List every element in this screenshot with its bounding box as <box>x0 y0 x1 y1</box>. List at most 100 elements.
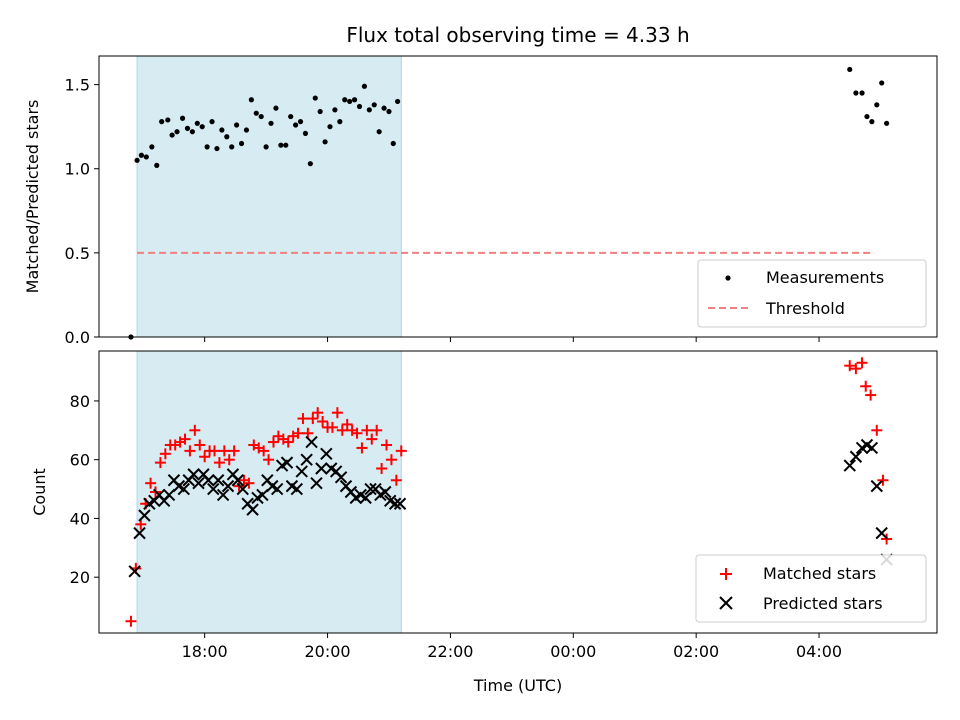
predicted-star-point <box>221 479 235 493</box>
y-tick-label: 0.5 <box>65 244 90 263</box>
measurement-point <box>288 113 294 120</box>
y-tick-label: 1.0 <box>65 160 90 179</box>
measurement-point <box>869 119 875 125</box>
matched-star-point <box>223 454 235 466</box>
measurement-point <box>224 134 230 140</box>
predicted-star-point <box>393 497 407 510</box>
y-tick-label: 60 <box>70 451 90 470</box>
matched-star-point <box>860 380 872 392</box>
matched-star-point <box>125 615 137 627</box>
matched-star-point <box>326 421 338 433</box>
matched-star-point <box>209 445 221 457</box>
measurement-point <box>332 107 338 113</box>
matched-star-point <box>366 433 378 445</box>
x-axis-label: Time (UTC) <box>473 676 562 695</box>
predicted-star-point <box>310 476 323 490</box>
matched-star-point <box>856 357 868 369</box>
measurement-point <box>248 97 254 103</box>
matched-star-point <box>189 424 201 436</box>
predicted-star-point <box>865 441 879 455</box>
matched-star-point <box>159 448 171 460</box>
predicted-star-point <box>236 482 249 496</box>
measurement-point <box>864 113 870 120</box>
x-tick-label: 18:00 <box>182 642 228 661</box>
predicted-star-point <box>202 474 215 487</box>
x-tick-label: 02:00 <box>673 642 719 661</box>
measurement-point <box>258 113 264 120</box>
measurement-point <box>204 144 210 150</box>
observing-window-shade <box>136 55 402 338</box>
predicted-star-point <box>192 476 205 490</box>
predicted-star-point <box>207 482 220 496</box>
bottom-legend-box <box>695 554 927 623</box>
measurement-point <box>394 98 401 105</box>
measurement-point <box>327 124 333 130</box>
x-tick-label: 04:00 <box>796 642 842 661</box>
measurement-point <box>194 120 200 126</box>
measurement-point <box>859 90 865 96</box>
matched-star-point <box>297 413 309 425</box>
matched-star-point <box>871 424 883 436</box>
measurement-point <box>356 103 363 110</box>
predicted-star-point <box>133 526 146 540</box>
predicted-star-points <box>128 435 893 578</box>
predicted-star-point <box>280 456 294 469</box>
matched-star-point <box>376 463 388 474</box>
matched-star-point <box>179 433 191 445</box>
top-legend: Measurements Threshold <box>697 259 927 328</box>
measurement-point <box>238 140 245 147</box>
predicted-star-point <box>843 459 856 472</box>
predicted-star-point <box>290 482 304 496</box>
matched-star-point <box>218 445 230 457</box>
legend-predicted-label: Predicted stars <box>763 594 883 613</box>
matched-star-point <box>135 518 147 530</box>
matched-star-point <box>361 424 373 436</box>
top-y-axis-label: Matched/Predicted stars <box>23 100 42 294</box>
matched-star-point <box>312 407 324 419</box>
measurement-point <box>278 142 284 148</box>
predicted-star-point <box>177 482 190 496</box>
legend-matched-label: Matched stars <box>763 564 876 583</box>
measurement-point <box>234 122 240 128</box>
predicted-star-point <box>300 453 313 466</box>
measurement-point <box>847 66 853 73</box>
predicted-star-point <box>849 450 863 463</box>
measurement-point <box>154 162 160 168</box>
matched-star-point <box>351 427 363 439</box>
measurement-point <box>874 102 880 108</box>
measurement-point <box>169 132 175 138</box>
measurement-point <box>884 120 890 126</box>
measurement-point <box>209 119 215 125</box>
predicted-star-point <box>379 485 392 499</box>
measurement-point <box>297 119 304 125</box>
top-y-ticks: 0.0 0.5 1.0 1.5 <box>65 76 99 347</box>
predicted-star-point <box>256 488 269 502</box>
matched-star-point <box>331 407 343 419</box>
measurement-point <box>134 157 140 163</box>
measurement-point <box>179 115 186 121</box>
measurement-point <box>253 110 259 116</box>
measurement-point <box>390 140 396 147</box>
predicted-star-point <box>211 474 225 487</box>
matched-star-point <box>228 445 240 457</box>
measurement-point <box>283 142 289 148</box>
measurement-point <box>366 107 372 113</box>
matched-star-point <box>263 454 275 466</box>
measurement-point <box>302 130 309 137</box>
matched-star-point <box>154 457 166 469</box>
predicted-star-point <box>128 565 141 578</box>
predicted-star-point <box>388 497 402 510</box>
legend-measurements-label: Measurements <box>766 268 884 287</box>
measurement-point <box>381 105 387 111</box>
matched-star-point <box>850 363 862 375</box>
y-tick-label: 0.0 <box>65 328 90 347</box>
matched-star-point <box>184 445 196 457</box>
legend-predicted-marker <box>719 596 733 610</box>
measurement-point <box>322 139 328 145</box>
y-tick-label: 80 <box>70 392 90 411</box>
matched-star-point <box>292 427 304 439</box>
measurement-point <box>243 127 250 133</box>
matched-star-points <box>125 357 893 627</box>
matched-star-point <box>390 474 402 486</box>
predicted-star-point <box>187 468 200 481</box>
